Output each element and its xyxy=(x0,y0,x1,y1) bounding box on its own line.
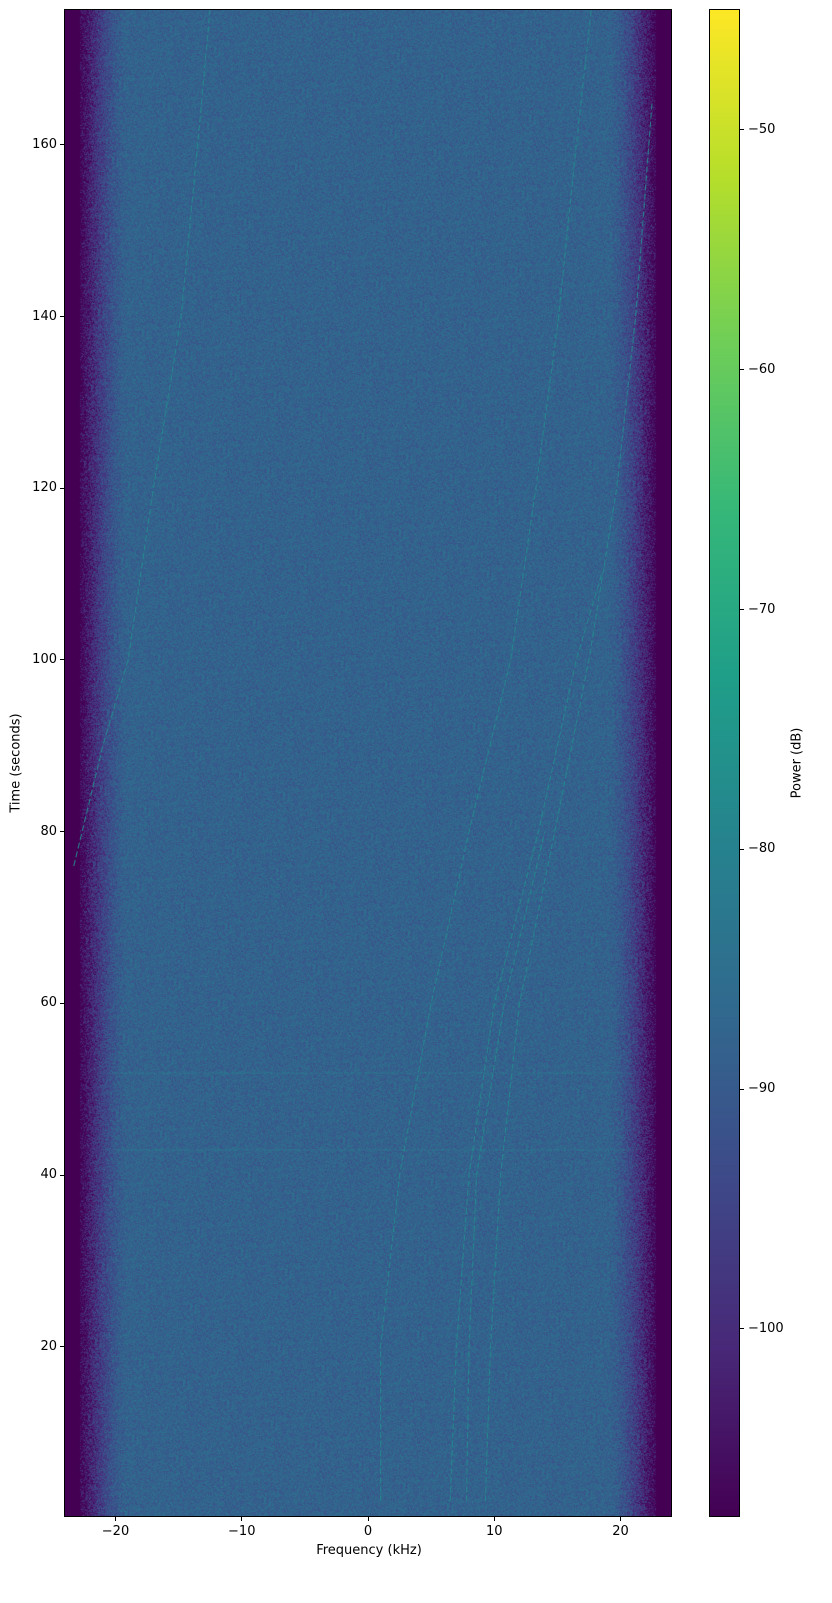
signal-trace-1 xyxy=(73,10,211,867)
y-tick-label: 120 xyxy=(32,480,57,496)
colorbar-tick-mark xyxy=(739,1328,744,1330)
colorbar-frame xyxy=(709,9,740,1517)
x-tick-label: −20 xyxy=(101,1524,130,1539)
y-tick-mark xyxy=(60,1174,65,1176)
y-tick-label: 80 xyxy=(40,823,57,839)
colorbar-tick-mark xyxy=(739,1088,744,1090)
signal-traces-layer xyxy=(73,10,653,1502)
colorbar-tick-label: −50 xyxy=(748,121,776,137)
y-tick-mark xyxy=(60,1002,65,1004)
x-tick-mark xyxy=(367,1516,369,1521)
y-tick-label: 140 xyxy=(32,308,57,324)
y-tick-mark xyxy=(60,831,65,833)
x-tick-mark xyxy=(620,1516,621,1521)
y-tick-mark xyxy=(60,659,65,661)
y-tick-mark xyxy=(60,1346,65,1348)
colorbar-tick-mark xyxy=(739,129,744,131)
x-tick-mark xyxy=(493,1516,495,1521)
x-tick-label: 10 xyxy=(485,1524,503,1539)
y-tick-mark xyxy=(60,316,65,318)
signal-trace-4 xyxy=(465,831,546,1502)
y-tick-label: 160 xyxy=(32,136,57,152)
y-tick-label: 100 xyxy=(32,651,57,667)
colorbar-tick-mark xyxy=(739,848,744,850)
signal-trace-2 xyxy=(380,10,592,1502)
spectrogram-plot-area xyxy=(65,10,671,1516)
x-tick-mark xyxy=(115,1516,116,1521)
y-tick-label: 20 xyxy=(40,1338,57,1354)
y-tick-label: 60 xyxy=(40,995,57,1011)
x-axis-label: Frequency (kHz) xyxy=(316,1543,422,1558)
colorbar-tick-label: −100 xyxy=(748,1320,784,1336)
y-tick-mark xyxy=(60,144,65,146)
x-tick-label: 0 xyxy=(363,1524,373,1539)
signal-trace-3 xyxy=(449,573,603,1502)
x-tick-mark xyxy=(241,1516,243,1521)
colorbar-tick-label: −70 xyxy=(748,601,776,617)
spectrogram-heatmap xyxy=(65,10,671,1516)
x-tick-label: 20 xyxy=(612,1524,629,1539)
colorbar-tick-mark xyxy=(739,609,744,611)
y-tick-mark xyxy=(60,487,65,489)
signal-trace-5 xyxy=(484,101,653,1502)
colorbar xyxy=(710,10,739,1516)
y-axis-label: Time (seconds) xyxy=(8,713,24,813)
x-tick-label: −10 xyxy=(228,1524,256,1539)
colorbar-tick-label: −80 xyxy=(748,841,776,857)
y-tick-label: 40 xyxy=(40,1167,57,1183)
colorbar-tick-label: −90 xyxy=(748,1081,776,1097)
plot-frame xyxy=(64,9,672,1517)
colorbar-tick-mark xyxy=(739,369,744,371)
colorbar-label: Power (dB) xyxy=(789,727,805,799)
colorbar-tick-label: −60 xyxy=(748,361,776,377)
